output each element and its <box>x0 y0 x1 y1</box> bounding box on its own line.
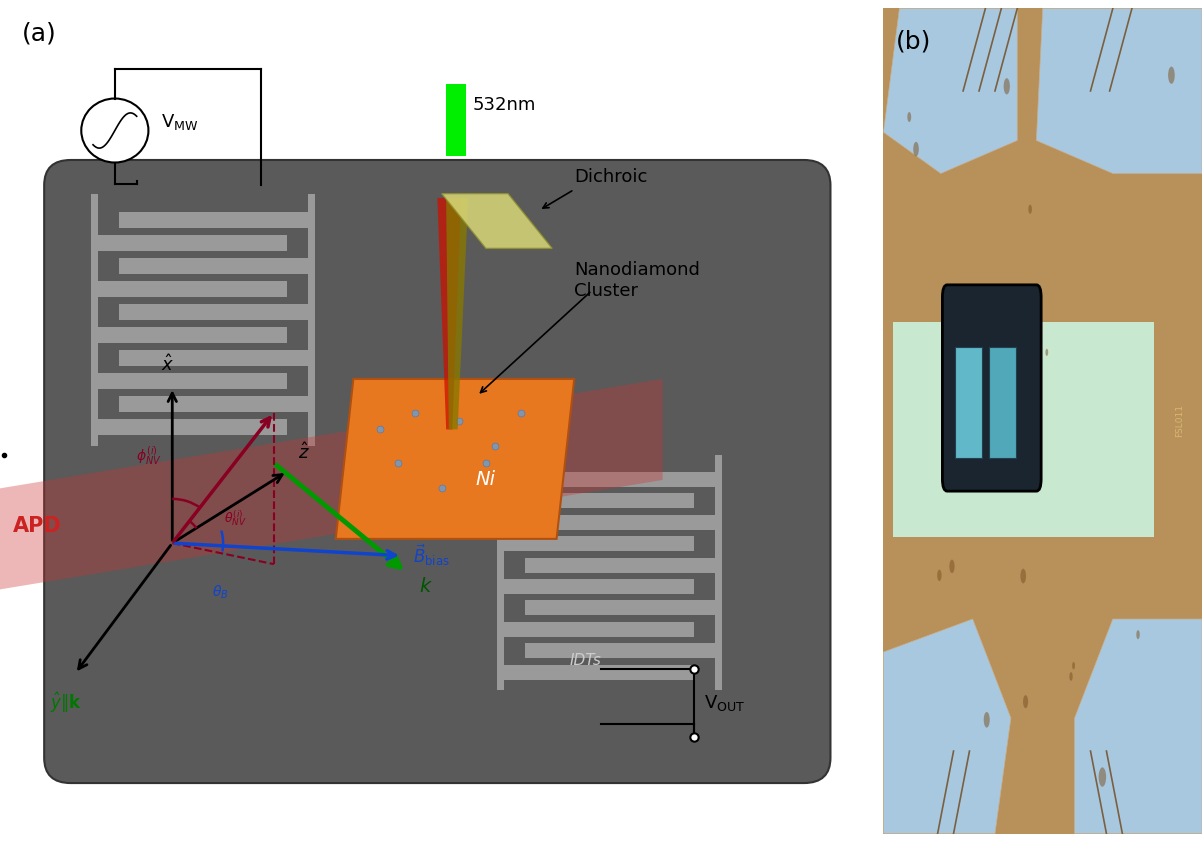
Circle shape <box>1099 767 1106 786</box>
Bar <box>309 194 315 446</box>
Bar <box>99 327 287 343</box>
Bar <box>988 347 1016 458</box>
Bar <box>91 194 99 446</box>
Polygon shape <box>438 198 462 429</box>
Polygon shape <box>1075 619 1202 834</box>
Bar <box>99 418 287 434</box>
Bar <box>505 664 694 679</box>
Text: FSL011: FSL011 <box>1176 404 1184 438</box>
Bar <box>525 643 715 658</box>
Circle shape <box>1072 662 1075 669</box>
Text: APD: APD <box>13 516 61 536</box>
Text: (b): (b) <box>897 29 932 53</box>
Bar <box>525 600 715 616</box>
Bar <box>99 281 287 297</box>
Bar <box>893 322 1154 536</box>
Circle shape <box>914 141 918 157</box>
Text: k: k <box>419 577 430 596</box>
Bar <box>505 493 694 509</box>
Bar <box>119 304 309 320</box>
Text: $\phi^{(i)}_{NV}$: $\phi^{(i)}_{NV}$ <box>136 445 162 467</box>
Bar <box>956 347 982 458</box>
Circle shape <box>1004 78 1010 94</box>
Bar <box>99 235 287 251</box>
Text: IDTs: IDTs <box>570 653 602 669</box>
Text: $\hat{z}$: $\hat{z}$ <box>298 442 310 463</box>
Bar <box>446 84 465 156</box>
Circle shape <box>1046 349 1048 356</box>
Polygon shape <box>442 194 552 248</box>
Text: $\vec{B}_{\mathrm{bias}}$: $\vec{B}_{\mathrm{bias}}$ <box>412 543 450 568</box>
Text: $\hat{x}$: $\hat{x}$ <box>161 354 174 375</box>
Polygon shape <box>0 379 662 589</box>
Text: V$_{\mathrm{OUT}}$: V$_{\mathrm{OUT}}$ <box>704 693 745 713</box>
Circle shape <box>1029 205 1033 214</box>
Bar <box>525 557 715 573</box>
Polygon shape <box>1036 8 1202 173</box>
Polygon shape <box>335 379 575 539</box>
Text: V$_{\mathrm{MW}}$: V$_{\mathrm{MW}}$ <box>161 112 198 132</box>
Bar <box>119 396 309 412</box>
Bar <box>715 455 721 690</box>
Bar <box>505 579 694 594</box>
Text: Dichroic: Dichroic <box>575 168 648 186</box>
Circle shape <box>908 112 911 122</box>
Circle shape <box>1023 695 1028 708</box>
Circle shape <box>938 570 941 581</box>
Circle shape <box>1070 672 1072 681</box>
Polygon shape <box>883 619 1011 834</box>
Bar <box>525 472 715 487</box>
Text: Ni: Ni <box>476 471 496 489</box>
Circle shape <box>983 712 989 727</box>
Bar <box>505 536 694 552</box>
Text: Nanodiamond
Cluster: Nanodiamond Cluster <box>575 261 700 300</box>
Circle shape <box>1020 568 1027 584</box>
Circle shape <box>1168 67 1174 84</box>
Text: 532nm: 532nm <box>472 96 536 115</box>
Circle shape <box>1136 630 1139 639</box>
Circle shape <box>82 99 148 163</box>
Text: (a): (a) <box>22 21 56 45</box>
Text: $\theta_{B}$: $\theta_{B}$ <box>212 584 228 601</box>
Bar <box>498 455 505 690</box>
Text: $\hat{y}\|\mathbf{k}$: $\hat{y}\|\mathbf{k}$ <box>50 690 82 715</box>
Bar <box>99 373 287 389</box>
Bar <box>119 212 309 228</box>
Polygon shape <box>883 8 1017 173</box>
Bar <box>119 349 309 366</box>
Bar <box>119 258 309 274</box>
Polygon shape <box>446 198 469 429</box>
Bar <box>525 514 715 530</box>
Bar <box>505 622 694 637</box>
FancyBboxPatch shape <box>942 285 1041 491</box>
Circle shape <box>950 560 954 573</box>
Text: $\theta^{(i)}_{NV}$: $\theta^{(i)}_{NV}$ <box>224 509 246 528</box>
FancyBboxPatch shape <box>44 160 831 783</box>
